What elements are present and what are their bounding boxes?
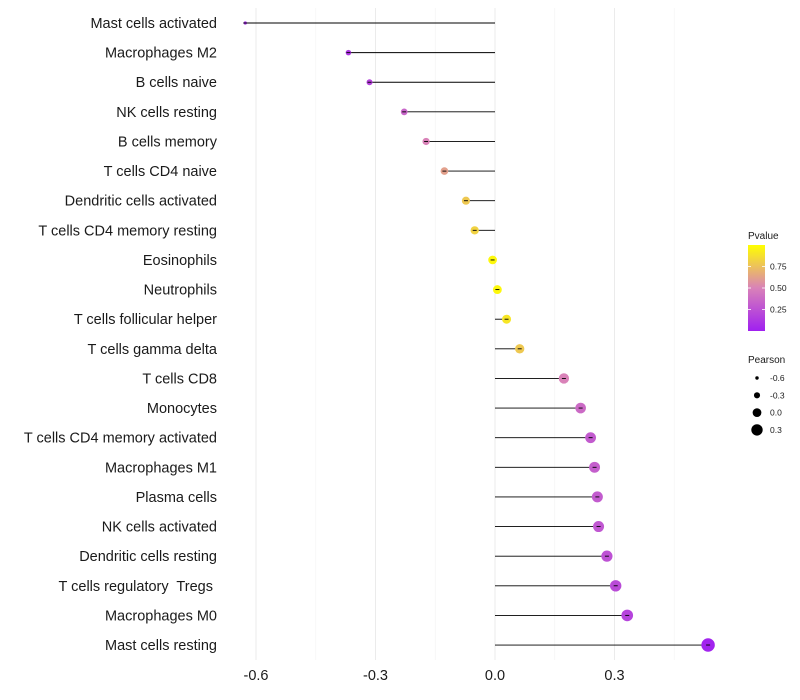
pvalue-colorbar [748,245,765,331]
x-tick-label: 0.0 [485,668,505,684]
category-label: T cells CD4 naive [104,164,217,180]
category-label: NK cells resting [116,105,217,121]
category-label: Neutrophils [144,283,217,299]
lollipop-dots [243,21,715,652]
category-label: T cells CD4 memory resting [38,223,217,239]
category-label: Mast cells activated [90,16,217,32]
category-label: B cells memory [118,134,218,150]
size-legend-dot [752,408,762,417]
size-legend-label: -0.3 [770,390,785,400]
size-legend-label: 0.0 [770,408,782,418]
category-label: Mast cells resting [105,638,217,654]
x-axis-ticks: -0.6 -0.3 0.0 0.3 [244,668,625,684]
category-label: T cells gamma delta [88,342,218,358]
colorbar-tick-label: 0.75 [770,262,787,272]
category-label: NK cells activated [102,520,217,536]
x-tick-label: 0.3 [604,668,624,684]
grid-lines [255,8,675,660]
size-legend-label: -0.6 [770,373,785,383]
pearson-legend: Pearson -0.6 -0.3 0.0 0.3 [748,355,785,436]
category-label: Dendritic cells resting [79,549,217,565]
category-label: B cells naive [136,75,217,91]
size-legend-label: 0.3 [770,425,782,435]
category-label: T cells CD4 memory activated [24,431,217,447]
x-tick-label: -0.6 [244,668,269,684]
x-tick-label: -0.3 [363,668,388,684]
category-label: T cells follicular helper [74,312,217,328]
category-label: T cells regulatory Tregs [59,579,218,595]
size-legend-dot [753,392,761,399]
category-label: Plasma cells [136,490,217,506]
category-labels: Mast cells activated Macrophages M2 B cell… [24,16,218,654]
pvalue-legend: Pvalue 0.75 0.50 0.25 [748,231,787,331]
category-label: Dendritic cells activated [65,194,217,210]
category-label: Monocytes [147,401,217,417]
category-label: Macrophages M0 [105,608,217,624]
size-legend-dot [751,424,763,436]
colorbar-tick-label: 0.50 [770,283,787,293]
pearson-legend-title: Pearson [748,355,785,366]
category-label: T cells CD8 [142,371,217,387]
size-legend-dot [755,376,759,380]
category-label: Macrophages M1 [105,460,217,476]
colorbar-tick-label: 0.25 [770,305,787,315]
pvalue-legend-title: Pvalue [748,231,779,242]
category-label: Eosinophils [143,253,217,269]
lollipop-stems [245,22,709,646]
category-label: Macrophages M2 [105,46,217,62]
